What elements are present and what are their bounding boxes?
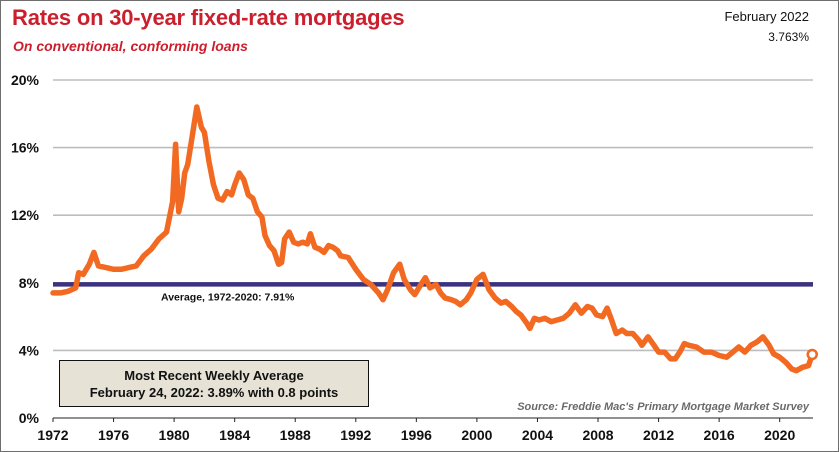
x-axis-ticks: 1972 1976 1980 1984 1988 1992 1996 2000 2004 2008…	[37, 418, 795, 443]
x-tick-label: 2008	[582, 427, 613, 443]
x-tick-label: 1976	[98, 427, 129, 443]
y-tick-label: 4%	[19, 342, 40, 358]
x-tick-label: 1984	[219, 427, 250, 443]
chart-subtitle: On conventional, conforming loans	[13, 38, 248, 54]
average-label: Average, 1972-2020: 7.91%	[161, 291, 295, 303]
y-axis-ticks: 0% 4% 8% 12% 16% 20%	[11, 72, 40, 426]
y-tick-label: 12%	[11, 207, 40, 223]
y-tick-label: 20%	[11, 72, 40, 88]
x-tick-label: 1988	[280, 427, 311, 443]
latest-date-label: February 2022	[724, 9, 809, 24]
callout-detail: February 24, 2022: 3.89% with 0.8 points	[89, 385, 339, 400]
x-tick-label: 2016	[704, 427, 735, 443]
latest-point-marker	[806, 348, 818, 361]
x-tick-label: 1996	[401, 427, 432, 443]
callout-heading: Most Recent Weekly Average	[124, 368, 304, 383]
x-tick-label: 1980	[159, 427, 190, 443]
series-line-30yr	[50, 104, 815, 374]
latest-rate-label: 3.763%	[768, 30, 809, 44]
series-layer	[50, 104, 818, 374]
source-note: Source: Freddie Mac's Primary Mortgage M…	[517, 401, 810, 413]
y-tick-label: 8%	[19, 275, 40, 291]
x-tick-label: 2000	[461, 427, 492, 443]
x-tick-label: 2020	[764, 427, 795, 443]
chart-title: Rates on 30-year fixed-rate mortgages	[12, 5, 405, 30]
x-tick-label: 1992	[340, 427, 371, 443]
x-tick-label: 2004	[522, 427, 553, 443]
x-tick-label: 1972	[37, 427, 68, 443]
recent-average-callout: Most Recent Weekly Average February 24, …	[59, 360, 369, 407]
y-tick-label: 0%	[19, 410, 40, 426]
y-tick-label: 16%	[11, 140, 40, 156]
x-tick-label: 2012	[643, 427, 674, 443]
